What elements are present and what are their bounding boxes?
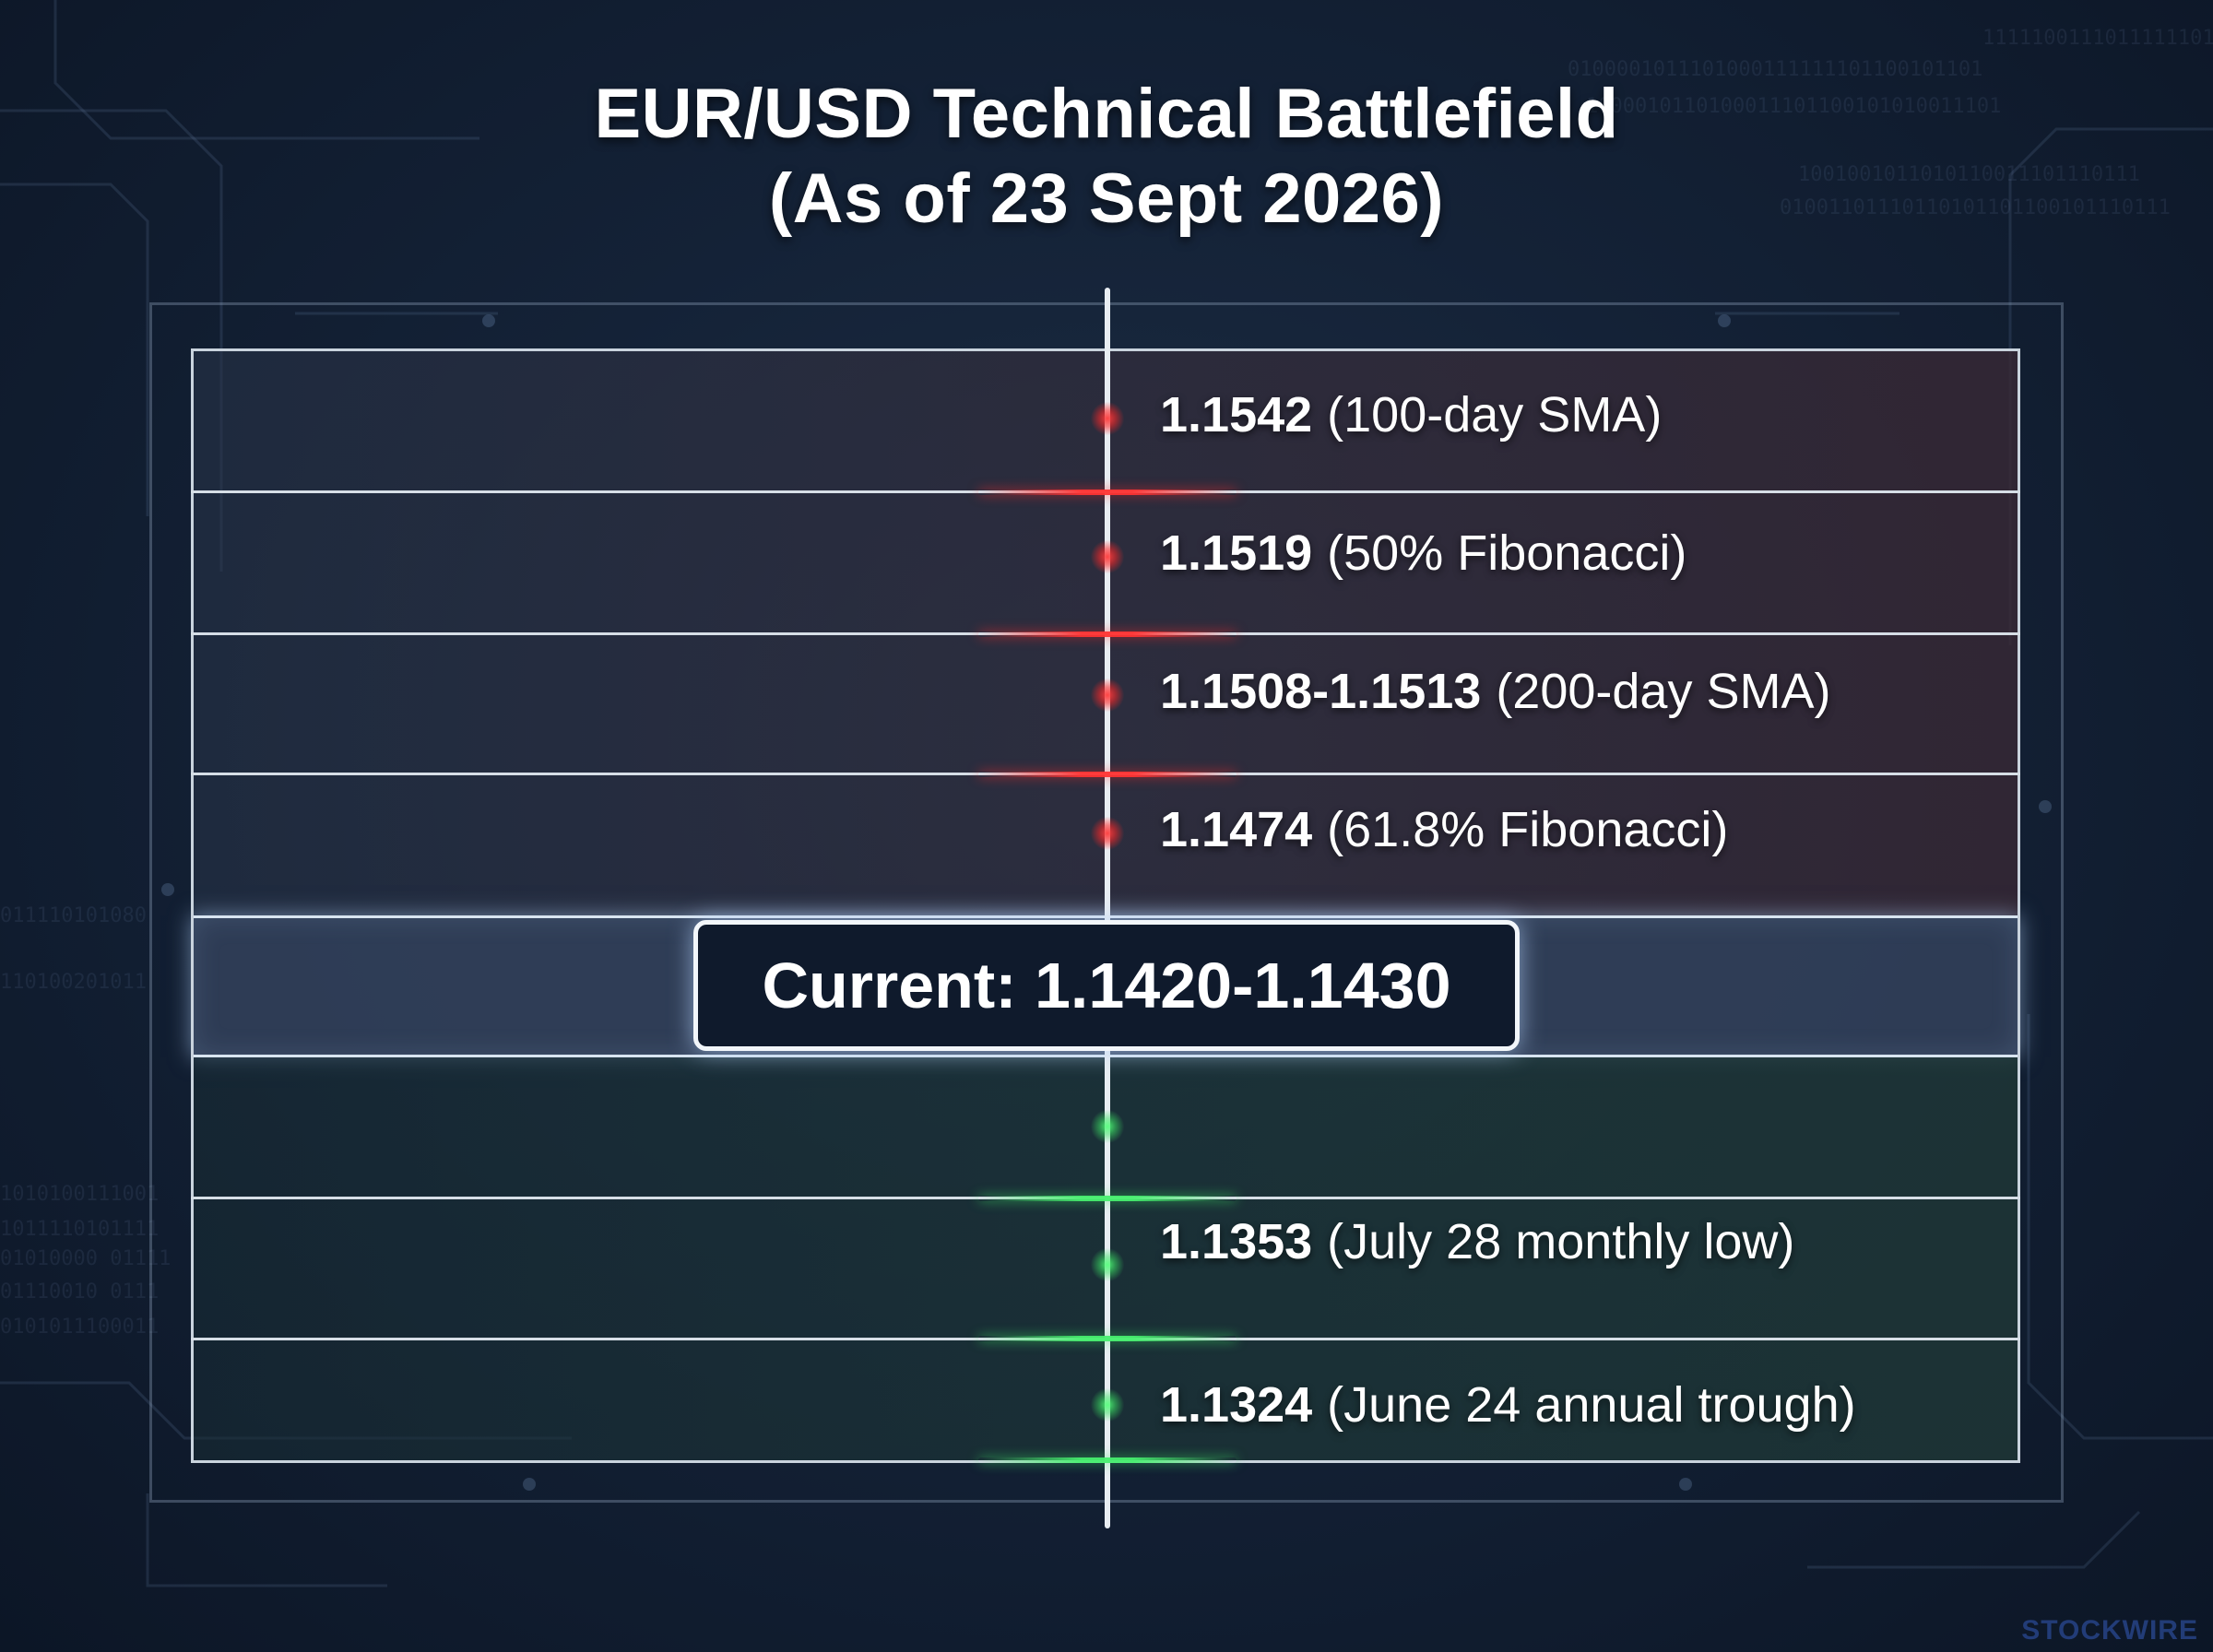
support-node-glow	[1091, 1388, 1124, 1422]
resistance-tick-glow	[978, 490, 1237, 495]
support-level-label: 1.1353 (July 28 monthly low)	[1160, 1213, 1794, 1270]
support-node-glow	[1091, 1110, 1124, 1143]
chart-title: EUR/USD Technical Battlefield	[594, 75, 1619, 153]
resistance-level-label: 1.1474 (61.8% Fibonacci)	[1160, 801, 1728, 858]
svg-text:100001011010001110110010101001: 1000010110100011101100101010011101	[1586, 95, 2001, 118]
resistance-level-label: 1.1508-1.1513 (200-day SMA)	[1160, 663, 1830, 720]
svg-text:010011011101101011011001011101: 01001101110110101101100101110111	[1780, 196, 2171, 219]
price-axis-line	[1105, 288, 1110, 1528]
svg-text:010000101110100011111110110010: 0100001011101000111111101100101101	[1568, 58, 1982, 81]
svg-text:0101011100011: 0101011100011	[0, 1316, 159, 1339]
resistance-tick-glow	[978, 772, 1237, 777]
level-value: 1.1474	[1160, 802, 1313, 857]
watermark: STOCKWIRE	[2021, 1615, 2198, 1646]
level-note: (100-day SMA)	[1327, 387, 1663, 442]
svg-text:1001001011010110011101110111: 1001001011010110011101110111	[1798, 163, 2140, 186]
level-value: 1.1542	[1160, 387, 1313, 442]
level-note: (50% Fibonacci)	[1327, 525, 1687, 581]
level-value: 1.1324	[1160, 1377, 1313, 1433]
level-value: 1.1519	[1160, 525, 1313, 581]
current-price-box: Current: 1.1420-1.1430	[693, 920, 1520, 1051]
support-node-glow	[1091, 1248, 1124, 1281]
svg-text:110100201011: 110100201011	[0, 971, 147, 994]
resistance-tick-glow	[978, 631, 1237, 637]
resistance-node-glow	[1091, 678, 1124, 712]
chart-subtitle: (As of 23 Sept 2026)	[768, 159, 1445, 238]
svg-text:1011110101111: 1011110101111	[0, 1218, 159, 1241]
support-tick-glow	[978, 1457, 1237, 1463]
svg-text:01010000 01111: 01010000 01111	[0, 1247, 171, 1270]
svg-text:1111100111011111101: 1111100111011111101	[1982, 27, 2213, 50]
support-level-label: 1.1324 (June 24 annual trough)	[1160, 1376, 1856, 1434]
support-tick-glow	[978, 1196, 1237, 1201]
resistance-node-glow	[1091, 402, 1124, 435]
resistance-level-label: 1.1519 (50% Fibonacci)	[1160, 525, 1686, 582]
svg-text:011110101080: 011110101080	[0, 904, 147, 927]
level-note: (July 28 monthly low)	[1327, 1214, 1795, 1269]
support-tick-glow	[978, 1336, 1237, 1341]
svg-text:01110010 0111: 01110010 0111	[0, 1280, 159, 1304]
level-note: (200-day SMA)	[1496, 664, 1831, 719]
resistance-node-glow	[1091, 817, 1124, 850]
resistance-node-glow	[1091, 540, 1124, 573]
resistance-level-label: 1.1542 (100-day SMA)	[1160, 386, 1662, 443]
svg-text:1010100111001: 1010100111001	[0, 1183, 159, 1206]
level-note: (61.8% Fibonacci)	[1327, 802, 1729, 857]
level-value: 1.1353	[1160, 1214, 1313, 1269]
level-value: 1.1508-1.1513	[1160, 664, 1482, 719]
level-note: (June 24 annual trough)	[1327, 1377, 1856, 1433]
current-price-label: Current: 1.1420-1.1430	[762, 950, 1451, 1021]
